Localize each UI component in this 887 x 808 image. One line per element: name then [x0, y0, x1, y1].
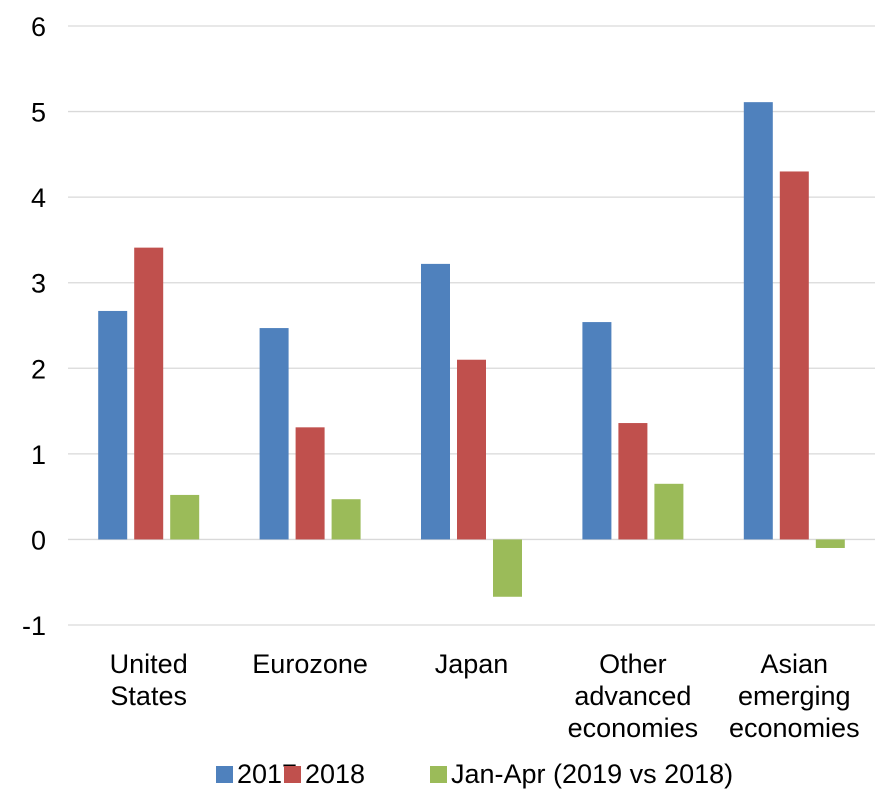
y-tick-label: 3: [31, 269, 46, 299]
bar-series2-cat0: [170, 494, 200, 540]
y-tick-label: 6: [31, 12, 46, 42]
x-category-label: Japan: [435, 649, 509, 679]
bar-series0-cat4: [743, 102, 773, 540]
y-tick-label: 2: [31, 354, 46, 384]
y-tick-label: 0: [31, 525, 46, 555]
x-category-label: United States: [110, 649, 188, 711]
bar-series2-cat3: [654, 483, 684, 540]
legend: 2017 2018 Jan-Apr (2019 vs 2018): [216, 759, 733, 789]
x-category-label: Asian emerging economies: [729, 649, 860, 743]
x-axis-category-labels: United States Eurozone Japan Other advanced ec…: [110, 649, 860, 743]
bar-series0-cat3: [582, 322, 612, 540]
legend-swatch: [430, 766, 447, 783]
bar-series1-cat0: [134, 247, 164, 540]
bar-series2-cat2: [493, 539, 522, 597]
legend-label: 2018: [305, 759, 365, 789]
bar-series1-cat2: [457, 359, 486, 540]
bar-series1-cat4: [779, 171, 809, 540]
legend-swatch: [284, 766, 301, 783]
bars: [98, 102, 845, 597]
bar-series1-cat1: [295, 427, 325, 540]
y-axis-tick-labels: -1 0 1 2 3 4 5 6: [22, 12, 46, 641]
legend-swatch: [216, 766, 233, 783]
bar-series2-cat1: [331, 499, 361, 540]
bar-series0-cat2: [421, 263, 450, 540]
bar-series1-cat3: [618, 423, 648, 540]
bar-series0-cat1: [259, 328, 289, 540]
bar-series2-cat4: [815, 539, 845, 548]
legend-label: Jan-Apr (2019 vs 2018): [451, 759, 733, 789]
bar-series0-cat0: [98, 310, 128, 540]
y-tick-label: -1: [22, 611, 46, 641]
y-tick-label: 5: [31, 98, 46, 128]
y-tick-label: 1: [31, 440, 46, 470]
x-category-label: Eurozone: [252, 649, 368, 679]
y-tick-label: 4: [31, 183, 46, 213]
x-category-label: Other advanced economies: [568, 649, 699, 743]
